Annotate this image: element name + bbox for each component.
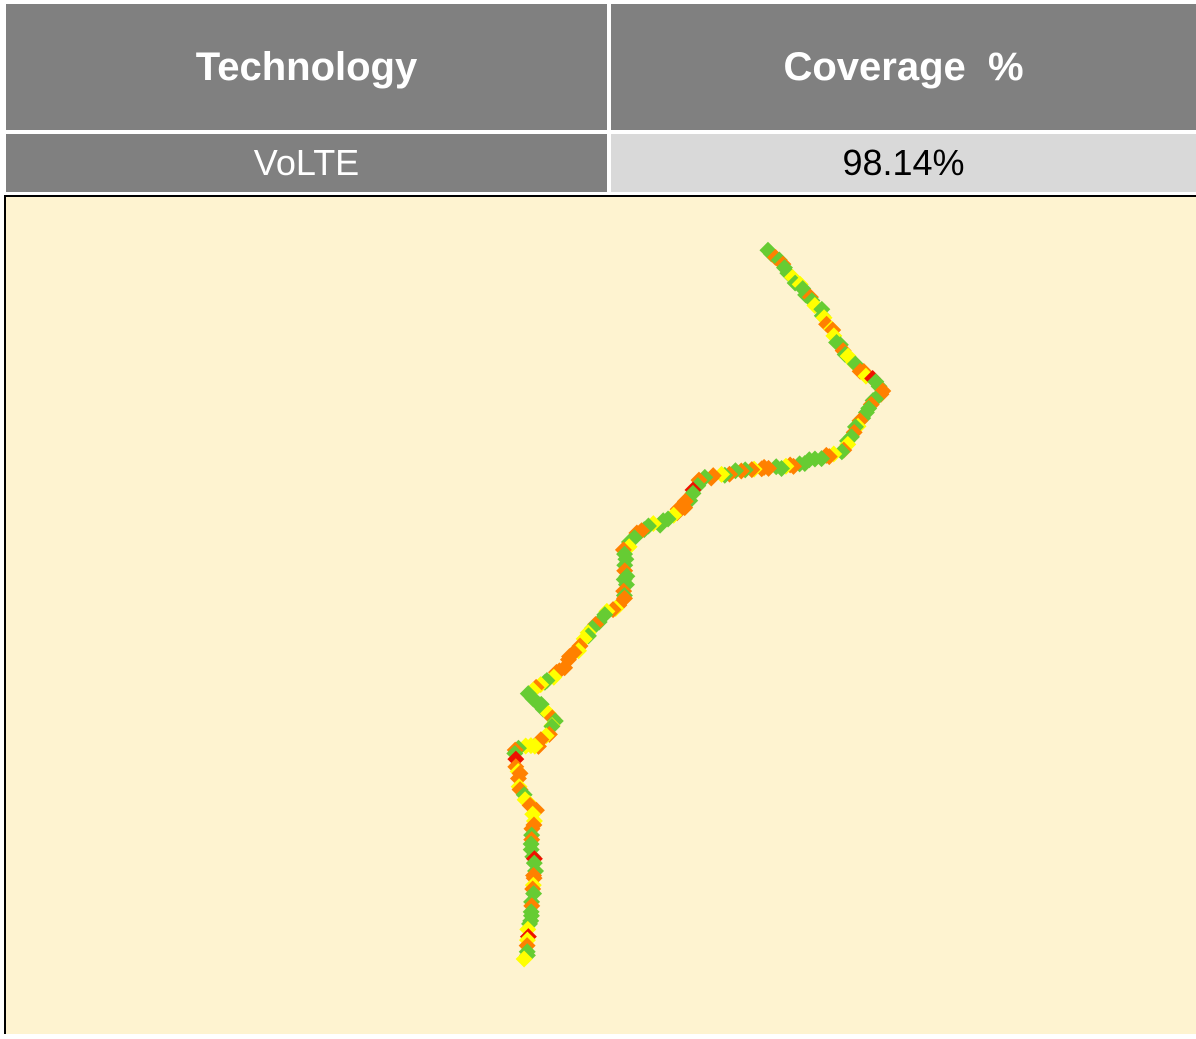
route (506, 241, 892, 968)
header-cell: Technology (6, 4, 607, 130)
table-cell: VoLTE (6, 134, 607, 192)
route-point (515, 950, 533, 968)
map (4, 195, 1196, 1034)
header-cell: Coverage % (611, 4, 1196, 130)
table-cell: 98.14% (611, 134, 1196, 192)
